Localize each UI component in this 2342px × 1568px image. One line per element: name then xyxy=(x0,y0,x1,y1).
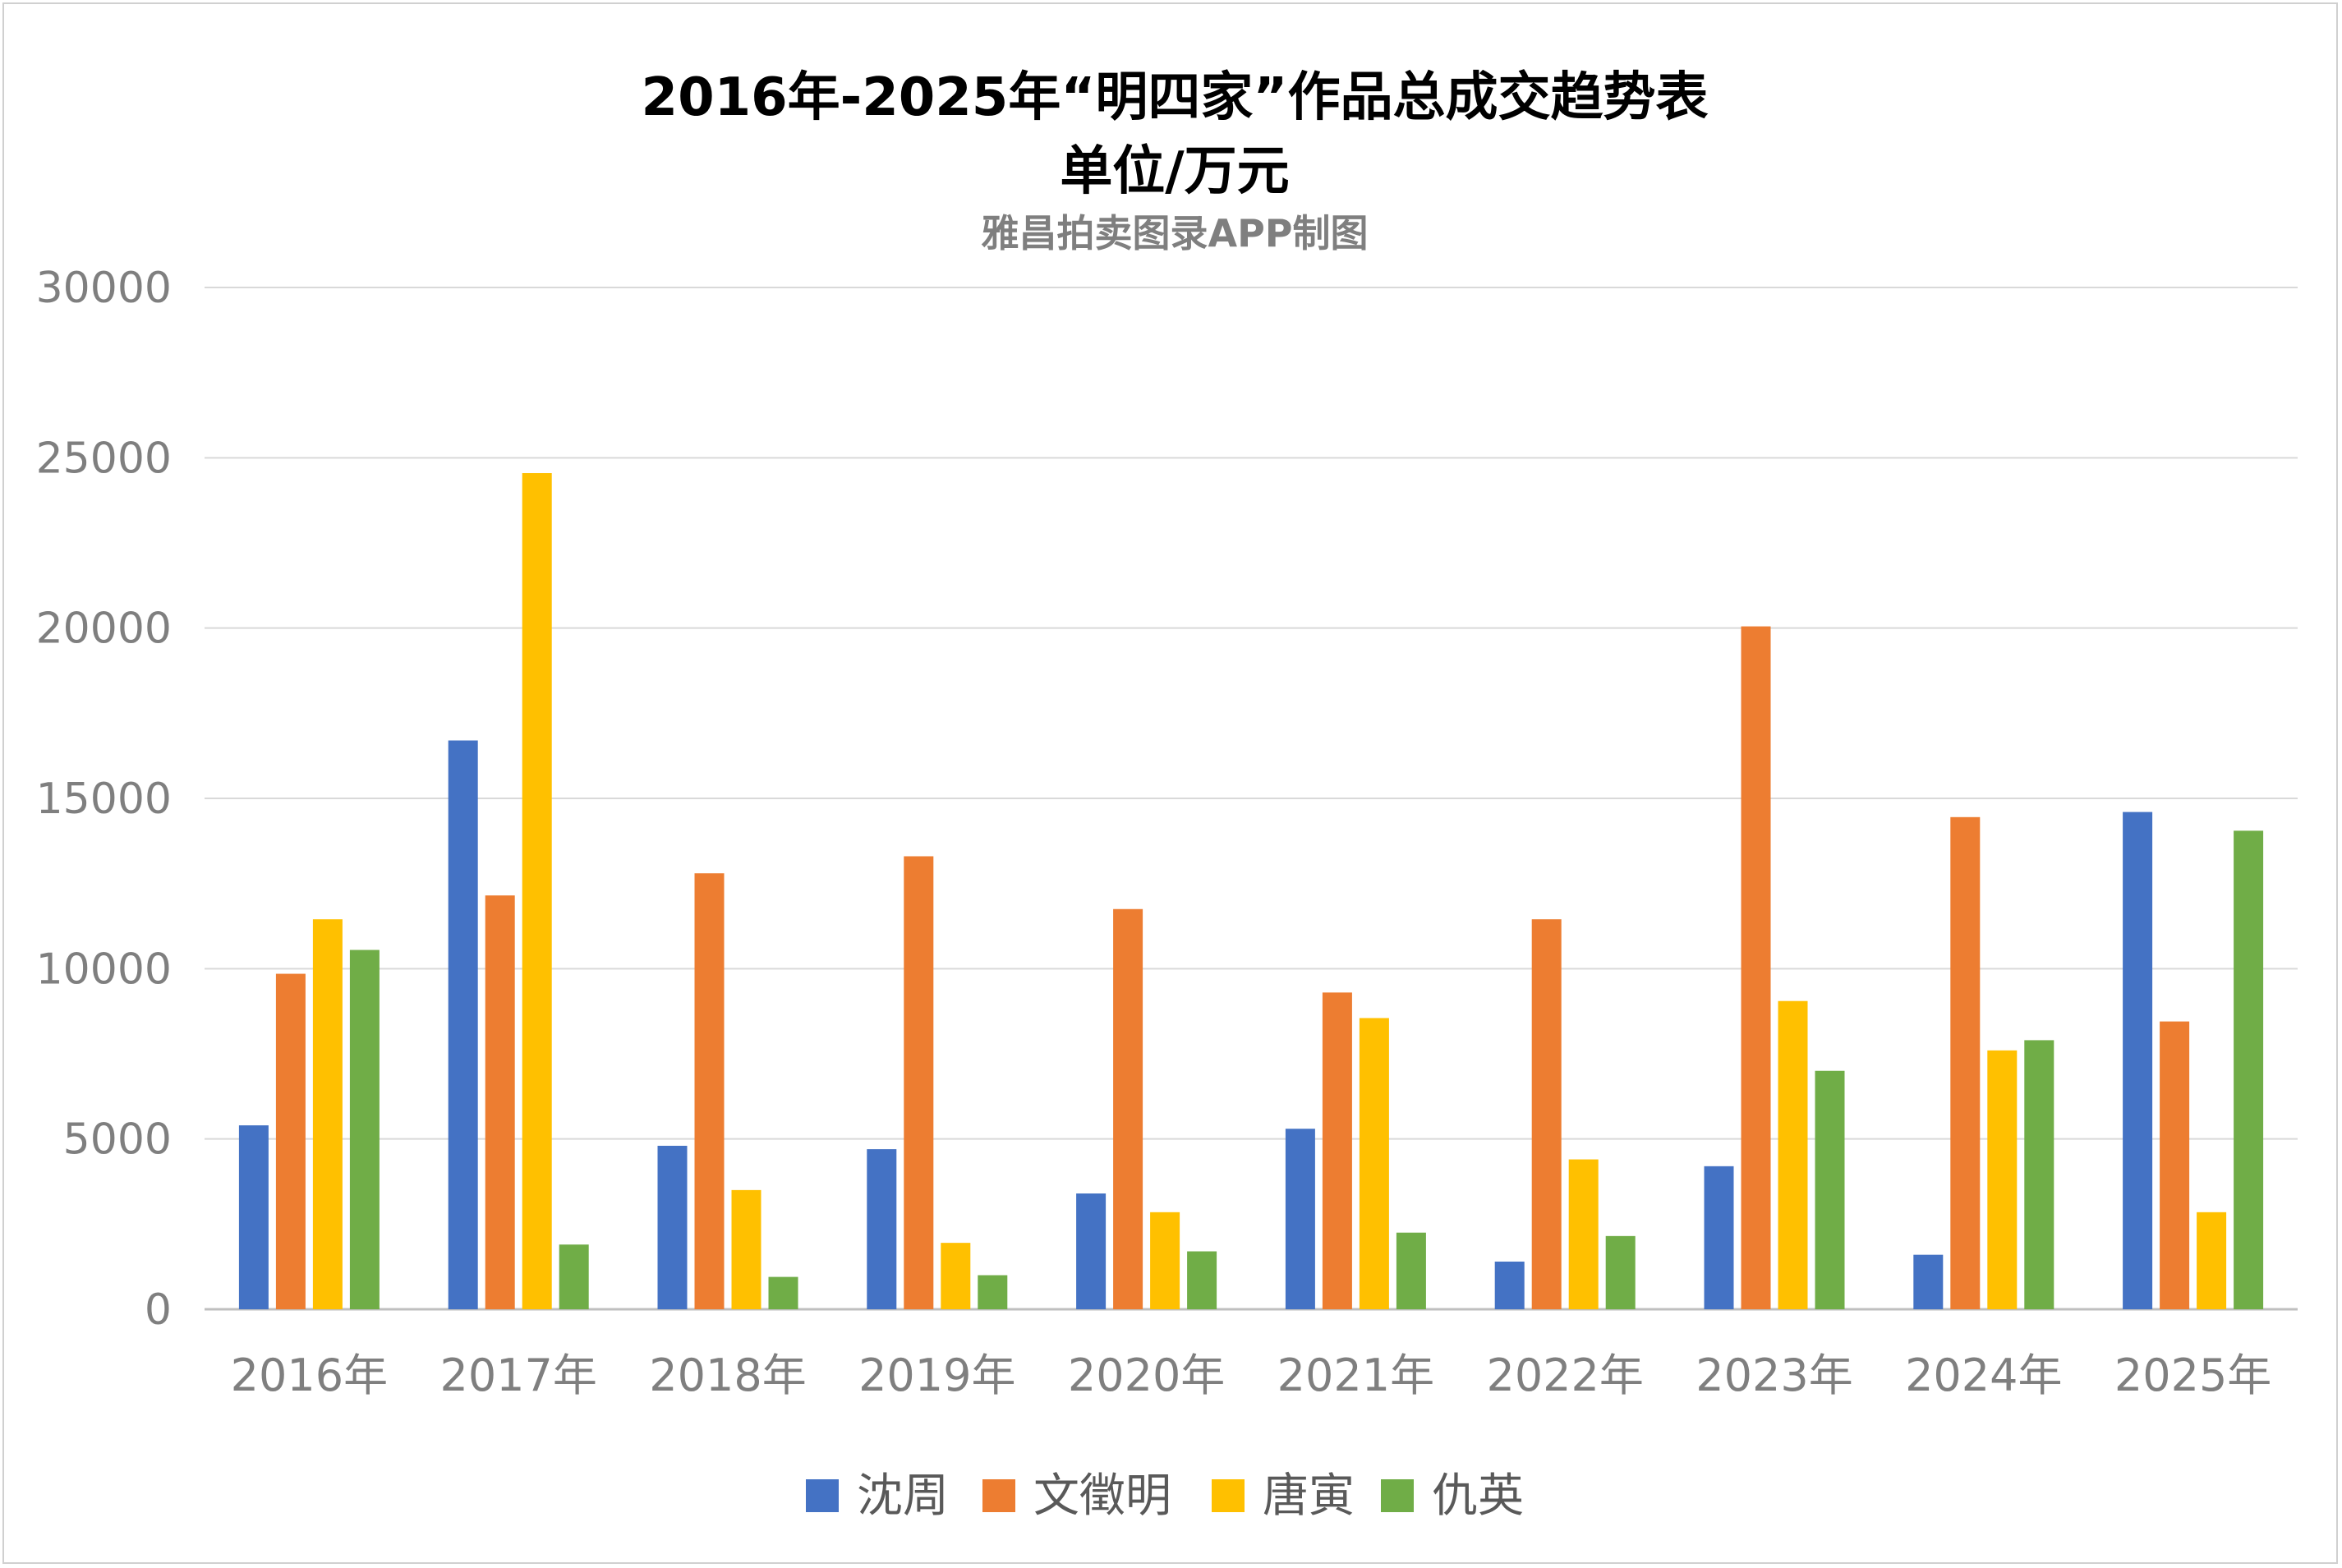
bar-仇英-2024年 xyxy=(2024,1040,2054,1309)
legend-label: 文徵明 xyxy=(1033,1469,1171,1523)
bar-沈周-2018年 xyxy=(657,1145,688,1309)
bar-仇英-2022年 xyxy=(1605,1235,1636,1309)
bar-唐寅-2024年 xyxy=(1987,1050,2018,1309)
bar-仇英-2020年 xyxy=(1187,1251,1217,1309)
bar-沈周-2025年 xyxy=(2123,812,2153,1309)
bars xyxy=(238,472,2264,1309)
y-axis-ticks: 0 5000 10000 15000 20000 25000 30000 xyxy=(36,264,172,1335)
bar-仇英-2019年 xyxy=(978,1275,1008,1309)
bar-文徵明-2018年 xyxy=(694,873,725,1309)
bar-文徵明-2020年 xyxy=(1113,908,1143,1309)
bar-唐寅-2021年 xyxy=(1359,1018,1389,1309)
x-tick-label: 2016年 xyxy=(231,1350,388,1401)
y-tick-label: 25000 xyxy=(36,434,172,483)
legend: 沈周 文徵明 唐寅 仇英 xyxy=(806,1469,1524,1523)
bar-仇英-2016年 xyxy=(349,950,380,1309)
bar-沈周-2016年 xyxy=(238,1125,269,1309)
bar-沈周-2023年 xyxy=(1704,1166,1734,1309)
y-tick-label: 0 xyxy=(145,1285,172,1335)
bar-沈周-2019年 xyxy=(867,1149,897,1309)
y-tick-label: 5000 xyxy=(63,1115,172,1165)
bar-文徵明-2023年 xyxy=(1741,626,1771,1309)
x-tick-label: 2024年 xyxy=(1905,1350,2062,1401)
chart-area: 2016年-2025年“明四家”作品总成交趋势表 单位/万元 雅昌拍卖图录APP… xyxy=(36,67,2298,1523)
bar-唐寅-2025年 xyxy=(2197,1212,2227,1309)
legend-label: 仇英 xyxy=(1432,1469,1524,1523)
legend-swatch-沈周 xyxy=(806,1479,839,1512)
bar-唐寅-2022年 xyxy=(1568,1159,1599,1309)
chart-title: 2016年-2025年“明四家”作品总成交趋势表 xyxy=(642,67,1709,128)
bar-文徵明-2024年 xyxy=(1950,816,1981,1309)
chart-title-unit: 单位/万元 xyxy=(1060,141,1289,202)
x-tick-label: 2017年 xyxy=(439,1350,596,1401)
bar-唐寅-2017年 xyxy=(522,472,552,1309)
y-tick-label: 30000 xyxy=(36,264,172,313)
bar-沈周-2022年 xyxy=(1494,1261,1525,1309)
x-tick-label: 2020年 xyxy=(1068,1350,1225,1401)
bar-唐寅-2016年 xyxy=(312,919,343,1309)
bar-沈周-2020年 xyxy=(1076,1193,1107,1309)
x-tick-label: 2023年 xyxy=(1696,1350,1852,1401)
bar-文徵明-2017年 xyxy=(485,895,515,1309)
bar-唐寅-2019年 xyxy=(941,1243,971,1309)
legend-swatch-唐寅 xyxy=(1212,1479,1245,1512)
bar-唐寅-2018年 xyxy=(731,1189,761,1309)
bar-文徵明-2021年 xyxy=(1322,992,1352,1309)
x-tick-label: 2018年 xyxy=(649,1350,806,1401)
bar-文徵明-2022年 xyxy=(1531,919,1562,1309)
x-axis-ticks: 2016年 2017年 2018年 2019年 2020年 2021年 2022年 2023年… xyxy=(231,1350,2272,1401)
bar-沈周-2024年 xyxy=(1913,1254,1944,1309)
bar-唐寅-2023年 xyxy=(1778,1000,1808,1309)
legend-label: 沈周 xyxy=(857,1469,949,1523)
bar-文徵明-2019年 xyxy=(904,856,934,1309)
bar-仇英-2025年 xyxy=(2234,830,2264,1309)
bar-仇英-2018年 xyxy=(768,1276,798,1309)
x-tick-label: 2025年 xyxy=(2114,1350,2271,1401)
bar-沈周-2017年 xyxy=(448,740,478,1309)
bar-仇英-2017年 xyxy=(559,1244,589,1309)
legend-swatch-文徵明 xyxy=(982,1479,1015,1512)
legend-label: 唐寅 xyxy=(1263,1469,1355,1523)
bar-唐寅-2020年 xyxy=(1150,1212,1180,1309)
y-tick-label: 10000 xyxy=(36,945,172,994)
bar-文徵明-2016年 xyxy=(275,973,306,1309)
bar-沈周-2021年 xyxy=(1285,1129,1315,1309)
x-tick-label: 2021年 xyxy=(1277,1350,1434,1401)
y-tick-label: 15000 xyxy=(36,775,172,824)
bar-仇英-2023年 xyxy=(1815,1070,1845,1309)
x-tick-label: 2019年 xyxy=(858,1350,1015,1401)
legend-swatch-仇英 xyxy=(1381,1479,1414,1512)
gridlines xyxy=(205,287,2298,1311)
bar-文徵明-2025年 xyxy=(2160,1021,2190,1309)
x-tick-label: 2022年 xyxy=(1486,1350,1643,1401)
y-tick-label: 20000 xyxy=(36,605,172,654)
bar-仇英-2021年 xyxy=(1396,1232,1426,1309)
chart-subtitle: 雅昌拍卖图录APP制图 xyxy=(981,211,1368,255)
